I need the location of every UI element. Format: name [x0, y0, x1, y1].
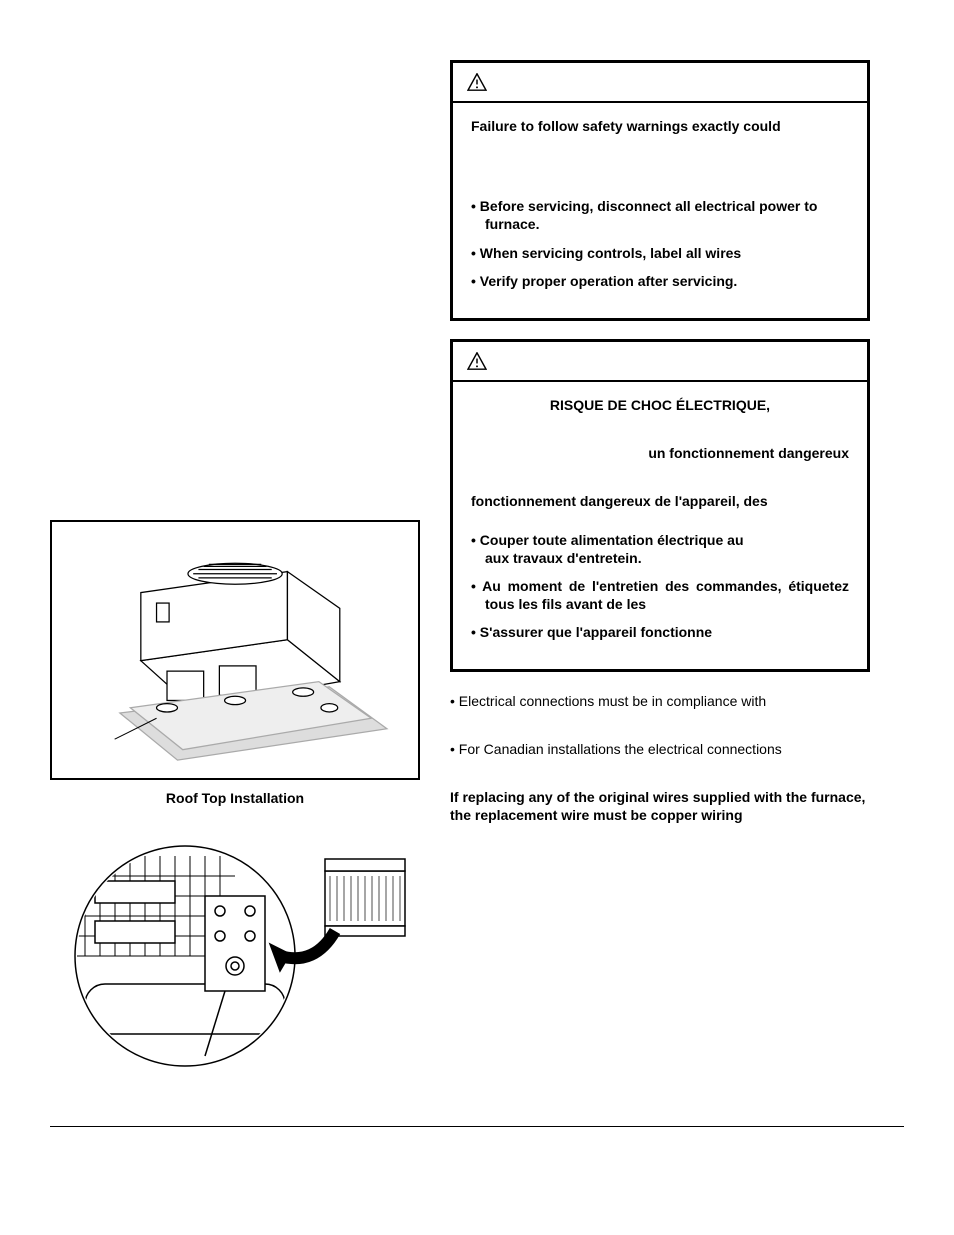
- figure-panel-detail: [50, 826, 420, 1076]
- page-divider: [50, 1126, 904, 1127]
- warning-en-bullet-2: When servicing controls, label all wires: [471, 244, 849, 262]
- warning-header-fr: [453, 342, 867, 382]
- panel-detail-illustration: [55, 826, 415, 1076]
- warning-triangle-icon: [467, 73, 487, 91]
- warning-fr-b1b: aux travaux d'entretein.: [485, 549, 849, 567]
- warning-fr-bullet-1: Couper toute alimentation électrique au …: [471, 531, 849, 567]
- warning-body-fr: RISQUE DE CHOC ÉLECTRIQUE, un fonctionne…: [453, 382, 867, 670]
- warning-en-bullet-1: Before servicing, disconnect all electri…: [471, 197, 849, 233]
- warning-box-english: Failure to follow safety warnings exactl…: [450, 60, 870, 321]
- warning-en-bullet-3: Verify proper operation after servicing.: [471, 272, 849, 290]
- warning-fr-bullet-3: S'assurer que l'appareil fonctionne: [471, 623, 849, 641]
- figure-rooftop-box: [50, 520, 420, 780]
- hvac-unit-illustration: [78, 535, 392, 765]
- body-notes-list: Electrical connections must be in compli…: [450, 692, 870, 759]
- warning-body-en: Failure to follow safety warnings exactl…: [453, 103, 867, 318]
- warning-box-french: RISQUE DE CHOC ÉLECTRIQUE, un fonctionne…: [450, 339, 870, 673]
- body-note-2: For Canadian installations the electrica…: [450, 740, 870, 760]
- warning-header-en: [453, 63, 867, 103]
- warning-fr-bullet-2: Au moment de l'entretien des commandes, …: [471, 577, 849, 613]
- warning-fr-line1: un fonctionnement dangereux: [471, 444, 849, 462]
- final-replacement-note: If replacing any of the original wires s…: [450, 788, 870, 824]
- warning-fr-line2: fonctionnement dangereux de l'appareil, …: [471, 492, 849, 510]
- warning-en-line1: Failure to follow safety warnings exactl…: [471, 117, 849, 135]
- right-column: Failure to follow safety warnings exactl…: [450, 60, 870, 1076]
- figure-rooftop-caption: Roof Top Installation: [50, 790, 420, 806]
- warning-fr-title: RISQUE DE CHOC ÉLECTRIQUE,: [471, 396, 849, 414]
- warning-fr-b1a: Couper toute alimentation électrique au: [480, 532, 744, 548]
- page-container: Roof Top Installation: [50, 60, 904, 1076]
- left-column: Roof Top Installation: [50, 60, 420, 1076]
- body-note-1: Electrical connections must be in compli…: [450, 692, 870, 712]
- warning-triangle-icon: [467, 352, 487, 370]
